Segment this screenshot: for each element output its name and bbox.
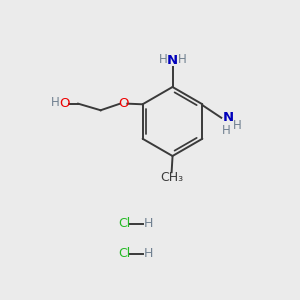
Text: N: N	[167, 54, 178, 67]
Text: Cl: Cl	[118, 247, 130, 260]
Text: H: H	[51, 96, 59, 109]
Text: CH₃: CH₃	[160, 171, 183, 184]
Text: H: H	[158, 52, 167, 66]
Text: H: H	[233, 119, 242, 132]
Text: H: H	[178, 52, 187, 66]
Text: Cl: Cl	[118, 217, 130, 230]
Text: O: O	[118, 97, 128, 110]
Text: H: H	[144, 247, 153, 260]
Text: H: H	[144, 217, 153, 230]
Text: O: O	[60, 97, 70, 110]
Text: H: H	[222, 124, 231, 137]
Text: N: N	[223, 111, 234, 124]
